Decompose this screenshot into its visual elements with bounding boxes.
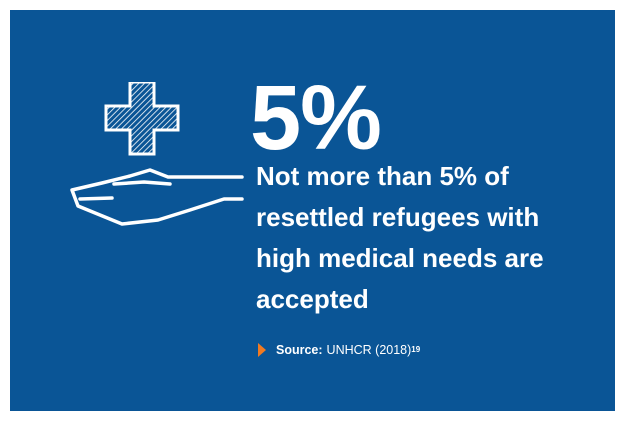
finger-shape xyxy=(78,196,114,201)
source-line: Source: UNHCR (2018) 19 xyxy=(258,343,420,357)
open-hand-shape xyxy=(70,168,244,226)
thumb-shape xyxy=(112,180,172,186)
medical-cross-shape xyxy=(104,80,180,156)
source-text: UNHCR (2018) xyxy=(326,343,412,357)
source-label: Source: xyxy=(276,343,323,357)
stat-value: 5% xyxy=(250,67,382,169)
stat-headline: Not more than 5% of resettled refugees w… xyxy=(256,161,544,314)
triangle-arrow-icon xyxy=(258,343,266,357)
infographic-card: 5% Not more than 5% of resettled refugee… xyxy=(10,10,615,411)
hand-with-medical-cross-icon xyxy=(66,80,256,242)
